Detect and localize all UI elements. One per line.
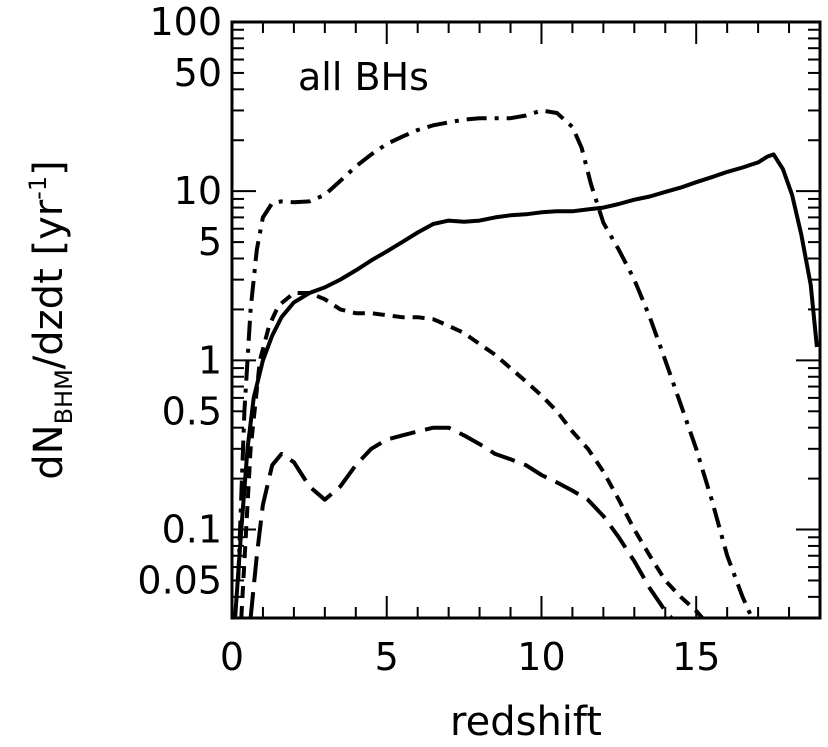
y-label-sup: -1 (24, 176, 52, 200)
y-tick-label: 0.5 (162, 389, 222, 433)
tick-labels: 0 5 10 15 100 50 10 5 1 0.5 0.1 0.05 (137, 0, 720, 679)
x-tick-label: 5 (375, 635, 399, 679)
y-label-main: dN (26, 424, 72, 479)
axis-ticks (231, 21, 821, 619)
annotation-all-bhs: all BHs (298, 55, 429, 99)
series-group (233, 108, 819, 620)
y-label-close: ] (26, 160, 72, 176)
x-axis-label: redshift (450, 699, 602, 745)
series-line-dash-dot (236, 108, 754, 619)
y-tick-label: 100 (149, 0, 222, 44)
y-tick-label: 0.05 (137, 558, 222, 602)
plot-frame (230, 20, 822, 620)
y-axis-label: dNBHM/dzdt [yr-1] (24, 160, 78, 479)
series-line-long-dash (248, 425, 673, 620)
x-tick-label: 15 (672, 635, 720, 679)
y-tick-label: 5 (198, 220, 222, 264)
y-tick-label: 1 (198, 338, 222, 382)
series-line-short-dash (239, 291, 704, 620)
y-tick-label: 0.1 (162, 508, 222, 552)
y-label-sub: BHM (50, 369, 78, 424)
series-line-solid (233, 152, 819, 619)
y-tick-label: 50 (174, 51, 222, 95)
x-tick-label: 0 (220, 635, 244, 679)
y-tick-label: 10 (174, 169, 222, 213)
y-label-after: /dzdt [yr (26, 199, 72, 369)
x-tick-label: 10 (517, 635, 565, 679)
